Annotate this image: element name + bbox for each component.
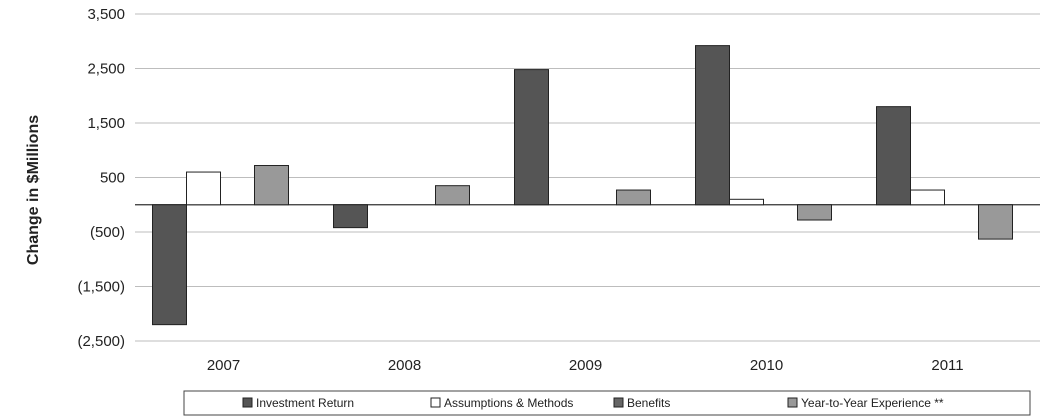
bar xyxy=(514,69,549,206)
y-tick-label: (1,500) xyxy=(77,279,125,296)
legend-label: Benefits xyxy=(627,396,670,410)
y-tick-label: 3,500 xyxy=(87,6,125,23)
bar xyxy=(333,204,368,229)
x-tick-label: 2011 xyxy=(931,357,963,374)
x-tick-label: 2010 xyxy=(750,357,783,374)
legend-swatch xyxy=(242,397,253,408)
legend: Investment Return Assumptions & Methods Be… xyxy=(242,396,944,410)
bars xyxy=(152,45,1013,326)
y-tick-label: 500 xyxy=(100,170,125,187)
y-axis-label: Change in $Millions xyxy=(25,115,42,265)
y-tick-label: (500) xyxy=(90,224,125,241)
bar xyxy=(435,185,470,206)
bar xyxy=(254,165,289,206)
bar xyxy=(910,189,945,206)
legend-swatch xyxy=(613,397,624,408)
y-tick-label: 2,500 xyxy=(87,61,125,78)
y-axis-ticks: 3,500 2,500 1,500 500 (500) (1,500) (2,500) xyxy=(77,6,125,350)
y-tick-label: 1,500 xyxy=(87,115,125,132)
bar xyxy=(186,171,221,206)
x-tick-label: 2009 xyxy=(569,357,602,374)
legend-label: Year-to-Year Experience ** xyxy=(801,396,944,410)
legend-box xyxy=(183,390,1031,416)
x-axis-ticks: 2007 2008 2009 2010 2011 xyxy=(207,357,964,374)
x-tick-label: 2008 xyxy=(388,357,421,374)
legend-swatch xyxy=(787,397,798,408)
x-tick-label: 2007 xyxy=(207,357,240,374)
bar xyxy=(616,189,651,206)
legend-swatch xyxy=(430,397,441,408)
legend-label: Investment Return xyxy=(256,396,354,410)
bar xyxy=(876,106,911,206)
bar xyxy=(797,204,832,221)
bar xyxy=(695,45,730,206)
bar xyxy=(729,198,764,206)
legend-label: Assumptions & Methods xyxy=(444,396,573,410)
bar xyxy=(152,204,187,326)
bar xyxy=(978,204,1013,240)
y-tick-label: (2,500) xyxy=(77,333,125,350)
